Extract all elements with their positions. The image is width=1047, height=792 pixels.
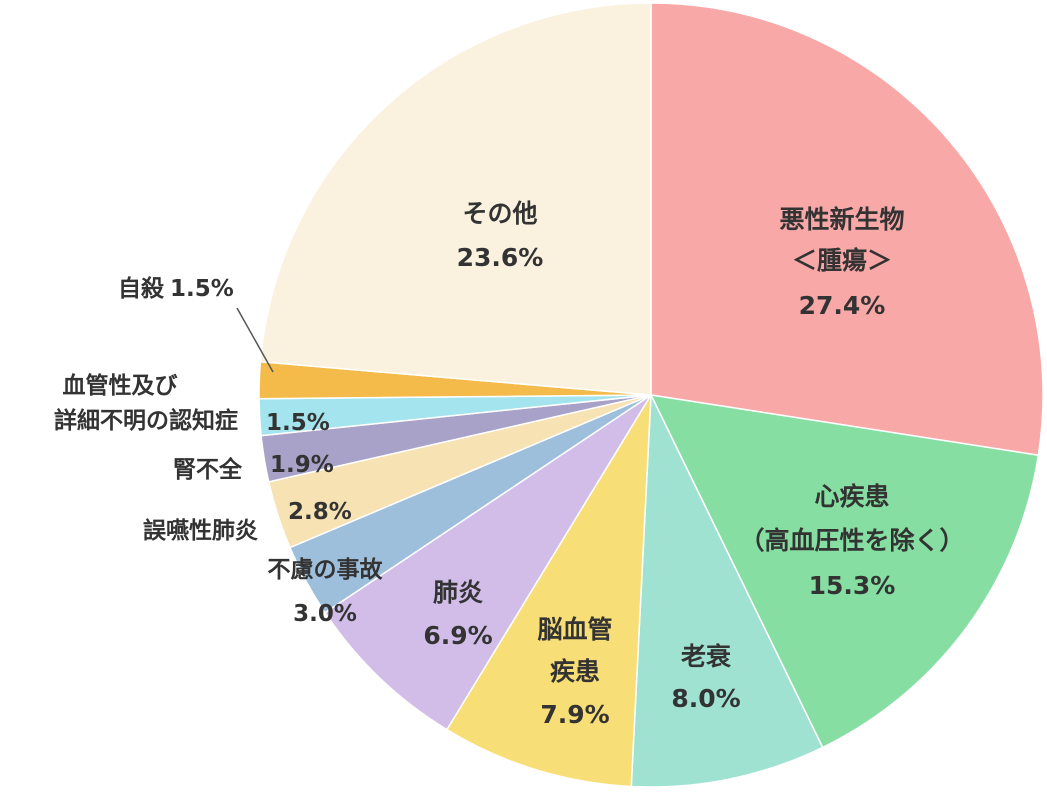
slice-label-pct-2: 8.0%: [671, 684, 740, 713]
slice-label-pct-7: 1.9%: [270, 452, 334, 478]
slice-label-name-6: 誤嚥性肺炎: [143, 517, 258, 544]
slice-label-name-5: 不慮の事故: [268, 557, 383, 583]
slice-label-pct-5: 3.0%: [293, 601, 357, 627]
pie-slice-0: [650, 2, 1044, 457]
pie-slice-4: [323, 394, 652, 731]
slice-label-name2-0: ＜腫瘍＞: [792, 246, 892, 275]
slice-label-name-3: 脳血管: [537, 615, 612, 644]
slice-label-name2-3: 疾患: [550, 657, 600, 686]
pie-slice-10: [259, 2, 652, 396]
slice-label-pct-3: 7.9%: [540, 700, 609, 729]
slice-label-name-7: 腎不全: [173, 456, 243, 483]
pie-labels: 悪性新生物 ＜腫瘍＞ 27.4% 心疾患 （高血圧性を除く） 15.3% 老衰 …: [54, 199, 965, 729]
slice-label-name2-1: （高血圧性を除く）: [739, 526, 964, 555]
slice-label-name-10: その他: [462, 199, 537, 228]
pie-slice-2: [630, 394, 824, 788]
slice-label-name-4: 肺炎: [433, 578, 483, 607]
slice-label-pct-8: 1.5%: [266, 410, 330, 436]
slice-label-pct-9: 1.5%: [170, 276, 234, 302]
slice-label-name-1: 心疾患: [814, 482, 889, 511]
pie-slice-1: [649, 394, 1040, 749]
slice-label-name2-8: 詳細不明の認知症: [54, 407, 238, 434]
pie-slices: [258, 2, 1044, 788]
slice-label-pct-10: 23.6%: [457, 243, 544, 272]
slice-label-name-0: 悪性新生物: [779, 205, 904, 234]
slice-label-pct-1: 15.3%: [809, 571, 896, 600]
slice-label-pct-4: 6.9%: [423, 621, 492, 650]
pie-slice-3: [445, 394, 652, 788]
slice-label-pct-0: 27.4%: [799, 291, 886, 320]
slice-label-name-9: 自殺: [118, 275, 165, 302]
slice-label-pct-6: 2.8%: [288, 499, 352, 525]
leader-line-suicide: [236, 307, 274, 373]
slice-label-name-8: 血管性及び: [63, 372, 178, 399]
slice-label-name-2: 老衰: [681, 642, 732, 671]
